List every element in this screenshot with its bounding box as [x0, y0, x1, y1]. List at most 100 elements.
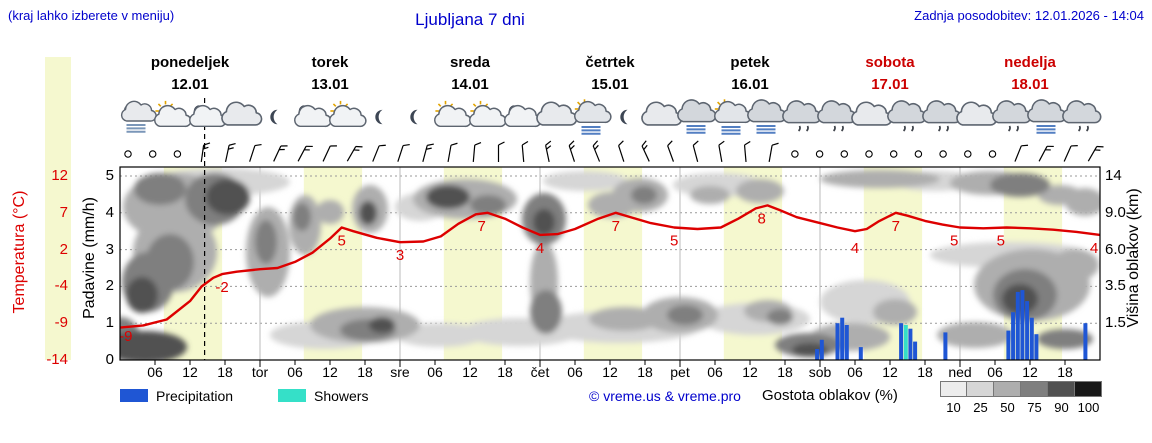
- hour-label: 12: [742, 364, 758, 380]
- day-abbr-label: pet: [670, 364, 690, 380]
- hour-label: 06: [147, 364, 163, 380]
- wind-calm-icon: [840, 150, 849, 158]
- wind-barb-icon: [447, 142, 458, 163]
- day-header-četrtek: četrtek 15.01: [540, 52, 680, 96]
- weather-icon-drizzle-cloud: [782, 100, 822, 132]
- svg-text:5: 5: [950, 233, 958, 250]
- density-swatch-25: [967, 381, 994, 397]
- hour-label: 18: [1057, 364, 1073, 380]
- weather-icon-drizzle-cloud: [817, 100, 857, 132]
- showers-swatch: [278, 389, 306, 402]
- wind-barb-icon: [641, 140, 650, 162]
- weather-icon-rain-cloud: [747, 99, 787, 134]
- hour-label: 12: [1022, 364, 1038, 380]
- day-name: petek: [730, 54, 770, 71]
- day-header-petek: petek 16.01: [680, 52, 820, 96]
- day-name: nedelja: [1004, 54, 1056, 71]
- wind-barb-icon: [743, 141, 751, 163]
- temp-tick--14: -14: [46, 351, 68, 368]
- temp-tick-7: 7: [59, 203, 68, 221]
- hour-label: 12: [602, 364, 618, 380]
- day-date: 16.01: [731, 76, 769, 93]
- density-label-50: 50: [1000, 400, 1015, 415]
- wind-calm-icon: [173, 150, 182, 158]
- density-swatch-10: [940, 381, 967, 397]
- weather-icon-cloud: [221, 101, 263, 126]
- weather-icon-sun-cloud: [329, 100, 367, 128]
- wind-barb-icon: [1038, 145, 1054, 162]
- wind-calm-icon: [791, 150, 799, 158]
- weather-icon-fog-moon-cloud: [120, 100, 157, 133]
- day-header-sobota: sobota 17.01: [820, 52, 960, 96]
- day-header-sreda: sreda 14.01: [400, 52, 540, 96]
- hour-label: 06: [427, 364, 443, 380]
- day-name: sreda: [449, 54, 491, 71]
- day-header-ponedeljek: ponedeljek 12.01: [120, 52, 260, 96]
- credit-link[interactable]: © vreme.us & vreme.pro: [589, 388, 741, 404]
- wind-barb-icon: [200, 142, 211, 163]
- svg-text:7: 7: [612, 218, 620, 235]
- svg-text:4: 4: [1090, 240, 1098, 257]
- density-label-90: 90: [1054, 400, 1069, 415]
- hour-label: 06: [287, 364, 303, 380]
- day-date: 18.01: [1011, 76, 1049, 93]
- cloud-tick-6.0: 6.0: [1105, 240, 1126, 258]
- density-swatch-90: [1048, 381, 1075, 397]
- wind-barb-icon: [497, 141, 505, 162]
- day-abbr-label: sre: [390, 364, 410, 380]
- weather-icon-rain-sun-cloud: [574, 99, 612, 135]
- page-title: Ljubljana 7 dni: [415, 10, 525, 29]
- wind-barb-icon: [422, 143, 434, 162]
- temp-tick-12: 12: [51, 167, 68, 184]
- weather-icon-drizzle-cloud: [1062, 100, 1102, 132]
- precipitation-swatch: [120, 389, 148, 402]
- hour-label: 12: [882, 364, 898, 380]
- cloud-tick-9.0: 9.0: [1105, 203, 1126, 221]
- weather-icon-cloud: [851, 101, 893, 126]
- day-name: ponedeljek: [150, 54, 230, 71]
- hour-label: 06: [707, 364, 723, 380]
- density-label-100: 100: [1077, 400, 1100, 415]
- weather-icon-drizzle-cloud: [887, 100, 927, 132]
- density-swatch-100: [1075, 381, 1102, 397]
- weather-icon-moon-cloud: [189, 104, 227, 128]
- hour-label: 12: [182, 364, 198, 380]
- svg-text:5: 5: [338, 233, 346, 250]
- temp-tick--4: -4: [54, 277, 68, 295]
- day-name: četrtek: [585, 54, 635, 71]
- weather-icon-cloud: [956, 101, 998, 126]
- wind-barb-icon: [768, 142, 779, 163]
- weather-icon-moon: [270, 109, 278, 125]
- weather-icon-rain-cloud: [1027, 99, 1067, 134]
- hour-label: 06: [847, 364, 863, 380]
- hour-label: 18: [357, 364, 373, 380]
- svg-text:-2: -2: [215, 279, 228, 296]
- wind-barb-icon: [568, 140, 576, 162]
- wind-calm-icon: [939, 150, 947, 158]
- hour-label: 06: [987, 364, 1003, 380]
- wind-barb-icon: [472, 142, 482, 163]
- day-name: torek: [311, 54, 349, 71]
- wind-barb-icon: [1087, 145, 1104, 162]
- showers-legend-label: Showers: [314, 388, 369, 404]
- weather-icon-moon-cloud: [294, 104, 332, 128]
- cloud-tick-1.5: 1.5: [1105, 314, 1126, 332]
- svg-text:5: 5: [670, 233, 678, 250]
- weather-icon-rain-cloud: [677, 99, 717, 134]
- temp-tick-2: 2: [59, 240, 68, 258]
- day-date: 12.01: [171, 76, 209, 93]
- cloud-tick-3.5: 3.5: [1105, 277, 1126, 295]
- wind-barb-icon: [1063, 145, 1078, 162]
- precipitation-bars: [815, 290, 1088, 360]
- wind-barb-icon: [667, 140, 675, 162]
- svg-text:7: 7: [478, 218, 486, 235]
- last-updated: Zadnja posodobitev: 12.01.2026 - 14:04: [914, 8, 1144, 23]
- temp-tick--9: -9: [54, 314, 68, 332]
- wind-barb-icon: [1014, 144, 1029, 162]
- svg-text:7: 7: [892, 218, 900, 235]
- wind-barb-icon: [545, 140, 552, 162]
- svg-text:8: 8: [758, 210, 766, 227]
- menu-hint-text: (kraj lahko izberete v meniju): [8, 8, 175, 23]
